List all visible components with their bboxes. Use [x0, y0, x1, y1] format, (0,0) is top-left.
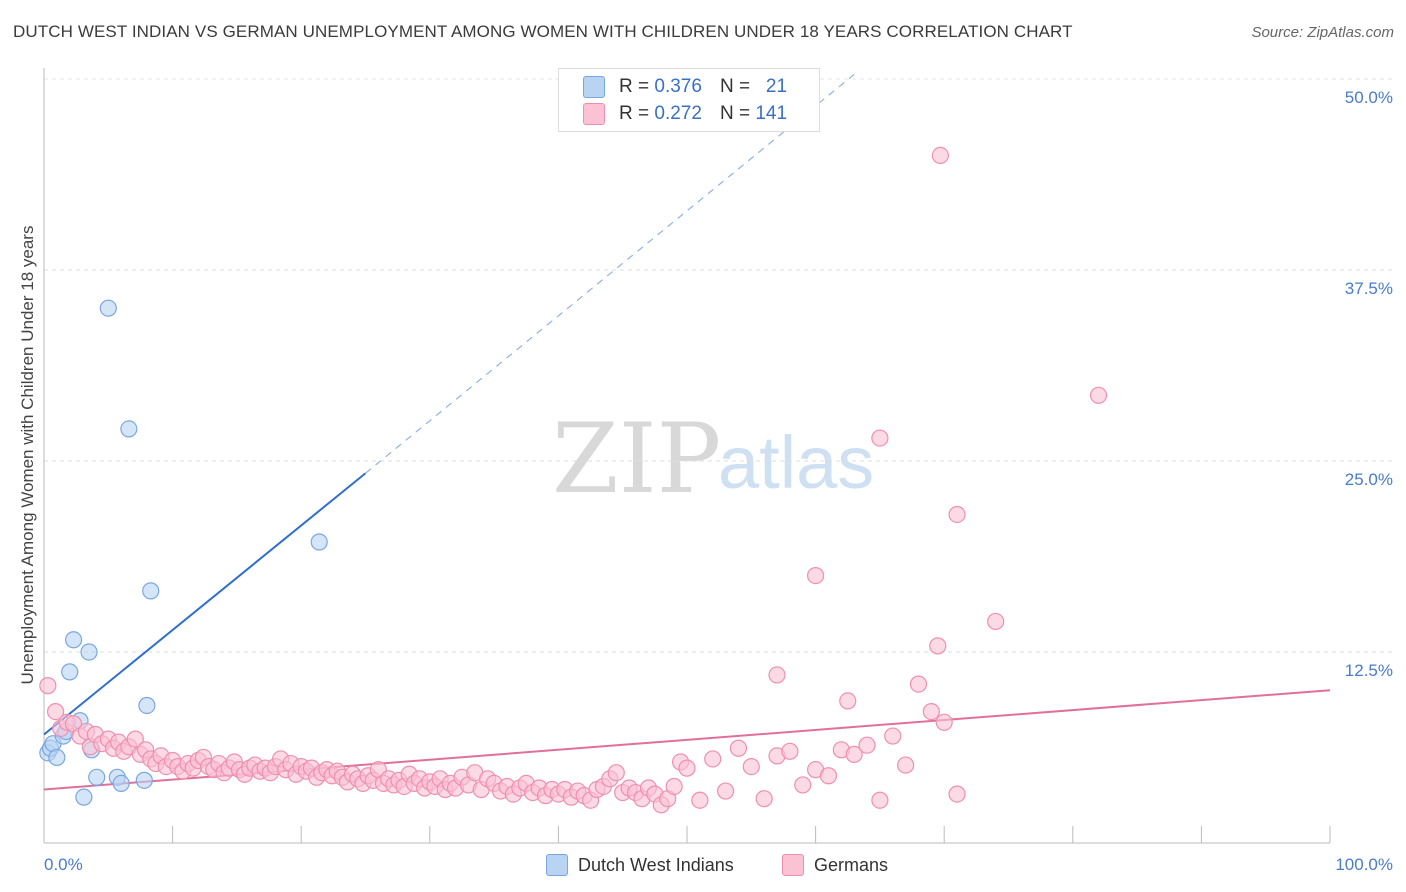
- legend-r-label: R =: [619, 103, 650, 124]
- point-germans: [742, 757, 760, 776]
- legend-r-value: 0.272: [654, 103, 702, 124]
- legend-r-label: R =: [619, 76, 650, 97]
- point-germans: [819, 767, 838, 785]
- axes: [43, 68, 1331, 844]
- point-germans: [607, 764, 625, 782]
- point-germans: [794, 776, 812, 794]
- legend-swatch-dutch-west-indians: [583, 76, 605, 98]
- point-dutch-west-indians: [48, 748, 66, 767]
- point-dutch-west-indians: [120, 420, 138, 438]
- point-germans: [858, 736, 876, 754]
- point-dutch-west-indians: [80, 643, 98, 661]
- point-germans: [948, 785, 966, 803]
- point-germans: [665, 777, 683, 796]
- point-germans: [768, 666, 786, 684]
- legend-swatch-germans: [583, 103, 605, 125]
- point-dutch-west-indians: [138, 696, 156, 715]
- point-germans: [46, 702, 65, 721]
- legend-n-value: 21: [765, 76, 788, 97]
- series-swatch-germans: [782, 854, 804, 876]
- point-germans: [948, 505, 966, 524]
- point-germans: [839, 692, 857, 710]
- series-legend-germans: Germans: [782, 852, 888, 878]
- point-germans: [929, 637, 947, 655]
- x-tick-label-end: 100.0%: [1335, 855, 1393, 874]
- point-germans: [935, 713, 953, 731]
- watermark-zip: ZIP: [552, 403, 721, 515]
- point-germans: [884, 727, 902, 745]
- point-dutch-west-indians: [310, 533, 328, 551]
- legend-n-label: N =: [719, 103, 751, 124]
- point-germans: [755, 790, 773, 808]
- legend-n-value: 141: [755, 103, 788, 124]
- x-tick-label-start: 0.0%: [44, 855, 83, 874]
- point-germans: [39, 677, 57, 695]
- data-points: [39, 146, 1108, 814]
- point-germans: [704, 750, 722, 768]
- point-germans: [931, 146, 949, 164]
- point-dutch-west-indians: [135, 771, 153, 789]
- point-germans: [126, 730, 144, 748]
- point-dutch-west-indians: [112, 774, 130, 793]
- point-germans: [1089, 386, 1108, 404]
- trend-line-dutch-west-indians: [43, 472, 367, 736]
- point-dutch-west-indians: [61, 663, 79, 681]
- gridlines: [44, 78, 1395, 653]
- tick-labels: 12.5% 25.0% 37.5% 50.0% 0.0% 100.0%: [44, 88, 1393, 874]
- y-tick-label: 37.5%: [1345, 279, 1393, 298]
- y-tick-label: 50.0%: [1345, 88, 1393, 107]
- series-legend-dutch-west-indians: Dutch West Indians: [546, 852, 734, 878]
- source-label: Source: ZipAtlas.com: [1251, 24, 1394, 41]
- point-dutch-west-indians: [99, 299, 117, 317]
- point-germans: [987, 612, 1005, 631]
- legend-row-germans: R = 0.272 N = 141: [583, 101, 787, 127]
- legend-n-label: N =: [719, 76, 751, 97]
- chart-title: DUTCH WEST INDIAN VS GERMAN UNEMPLOYMENT…: [13, 22, 1073, 41]
- point-germans: [922, 702, 940, 721]
- point-dutch-west-indians: [88, 768, 106, 786]
- point-germans: [806, 566, 825, 585]
- point-germans: [871, 429, 889, 447]
- point-dutch-west-indians: [64, 631, 83, 649]
- stats-legend: R = 0.376 N = 21 R = 0.272 N = 141: [558, 68, 820, 132]
- series-name: Germans: [814, 854, 889, 875]
- trend-extension-dutch-west-indians: [365, 73, 855, 474]
- point-dutch-west-indians: [75, 788, 93, 806]
- watermark-atlas: atlas: [718, 421, 874, 504]
- point-germans: [781, 742, 799, 760]
- point-germans: [716, 782, 735, 800]
- series-name: Dutch West Indians: [578, 854, 734, 875]
- point-germans: [909, 675, 928, 693]
- point-germans: [691, 791, 709, 809]
- y-tick-label: 12.5%: [1345, 661, 1393, 680]
- legend-row-dutch-west-indians: R = 0.376 N = 21: [583, 74, 787, 100]
- point-germans: [678, 759, 696, 777]
- legend-r-value: 0.376: [654, 76, 702, 97]
- point-germans: [871, 791, 889, 809]
- watermark: ZIP atlas: [552, 403, 874, 515]
- y-tick-label: 25.0%: [1345, 470, 1393, 489]
- point-germans: [897, 756, 915, 774]
- series-swatch-dutch-west-indians: [546, 854, 568, 876]
- point-dutch-west-indians: [142, 582, 160, 600]
- point-germans: [845, 745, 863, 763]
- point-germans: [729, 739, 748, 757]
